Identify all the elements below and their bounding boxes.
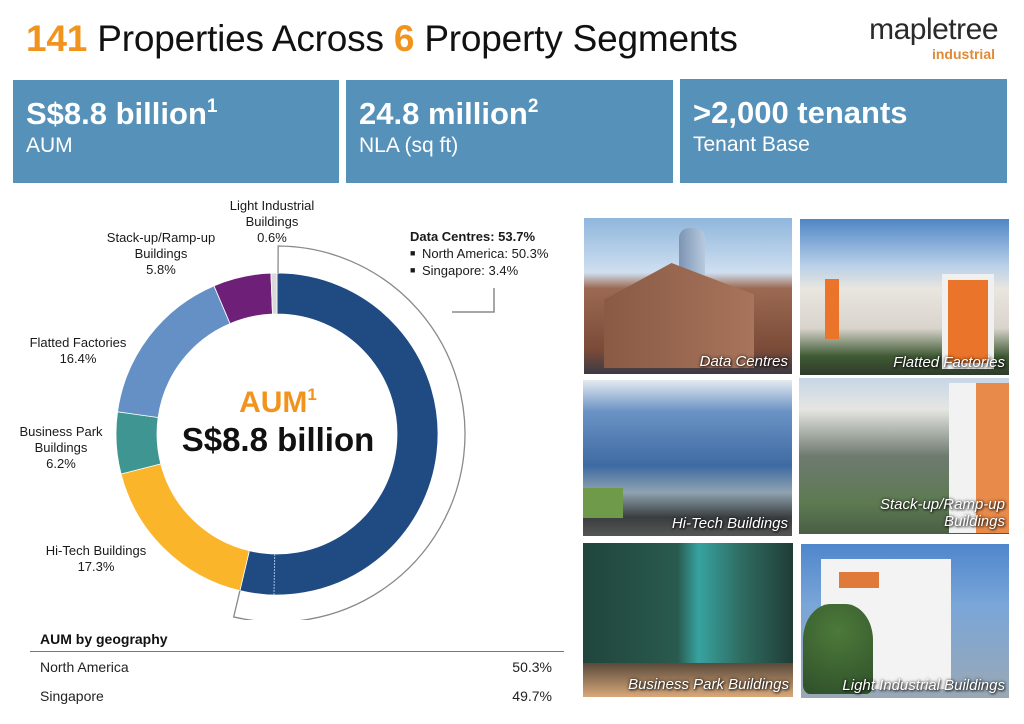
photo-caption: Light Industrial Buildings <box>842 677 1005 694</box>
callout-bracket-line <box>452 288 495 313</box>
stat-tenants: >2,000 tenants Tenant Base <box>680 79 1007 183</box>
center-title: AUM <box>239 386 308 419</box>
logo-sub-text: industrial <box>931 46 995 62</box>
photo-caption: Data Centres <box>699 353 788 370</box>
callout-item: ■ North America: 50.3% <box>410 245 548 262</box>
label-hitech: Hi-Tech Buildings 17.3% <box>36 543 156 575</box>
label-value: 0.6% <box>257 230 287 245</box>
row-name: North America <box>40 659 129 675</box>
label-value: 6.2% <box>46 456 76 471</box>
stat-label: AUM <box>26 134 73 157</box>
stat-aum: S$8.8 billion1 AUM <box>13 80 339 183</box>
center-value: S$8.8 billion <box>181 421 375 458</box>
ground-shape <box>583 663 793 697</box>
callout-heading: Data Centres: 53.7% <box>410 229 535 244</box>
label-line: Buildings <box>245 214 299 229</box>
callout-text: North America: 50.3% <box>422 246 549 261</box>
label-line: Buildings <box>34 440 88 455</box>
label-line: Light Industrial <box>229 198 315 213</box>
footnote-marker: 2 <box>527 96 539 117</box>
donut-segments <box>115 272 439 596</box>
stat-label: NLA (sq ft) <box>359 134 459 157</box>
label-line: Flatted Factories <box>29 335 127 350</box>
segment-count: 6 <box>393 18 415 59</box>
data-centre-callout-arc <box>232 245 466 620</box>
building-accent <box>839 572 879 588</box>
donut-center-label: AUM1 S$8.8 billion <box>176 386 380 460</box>
donut-segment-light-industrial-buildings <box>270 272 278 315</box>
donut-segment-business-park-buildings <box>115 411 162 475</box>
photo-hi-tech-buildings: Hi-Tech Buildings <box>583 380 792 536</box>
bullet-icon: ■ <box>410 248 416 258</box>
photo-stackup-buildings: Stack-up/Ramp-up Buildings <box>799 378 1009 534</box>
logo-main-text: mapletree <box>869 13 998 46</box>
page-title: 141 Properties Across 6 Property Segment… <box>26 16 738 62</box>
title-text: Property Segments <box>414 18 738 59</box>
footnote-marker: 1 <box>307 385 317 404</box>
label-line: Buildings <box>134 246 188 261</box>
bullet-icon: ■ <box>410 265 416 275</box>
donut-segment-data-centres <box>239 272 439 596</box>
label-line: Hi-Tech Buildings <box>45 543 147 558</box>
aum-by-geography-table: AUM by geography North America 50.3% Sin… <box>30 628 564 710</box>
label-value: 5.8% <box>146 262 176 277</box>
photo-caption: Flatted Factories <box>893 354 1005 371</box>
label-stackup: Stack-up/Ramp-up Buildings 5.8% <box>98 230 224 278</box>
footnote-marker: 1 <box>206 96 218 117</box>
mapletree-logo: mapletree industrial <box>848 13 998 63</box>
label-flatted-factories: Flatted Factories 16.4% <box>20 335 136 367</box>
building-shape <box>949 383 1009 533</box>
row-value: 50.3% <box>512 659 552 675</box>
stat-value: 24.8 million <box>359 96 528 131</box>
callout-item: ■ Singapore: 3.4% <box>410 262 548 279</box>
table-row: Singapore 49.7% <box>30 681 564 710</box>
label-line: Business Park <box>19 424 103 439</box>
photo-flatted-factories: Flatted Factories <box>800 219 1009 375</box>
stat-nla: 24.8 million2 NLA (sq ft) <box>346 80 673 183</box>
building-shape <box>825 279 839 339</box>
photo-business-park-buildings: Business Park Buildings <box>583 543 793 697</box>
row-value: 49.7% <box>512 688 552 704</box>
label-line: Stack-up/Ramp-up <box>106 230 216 245</box>
greenery-shape <box>583 488 623 518</box>
table-row: North America 50.3% <box>30 652 564 681</box>
callout-text: Singapore: 3.4% <box>422 263 519 278</box>
stat-value: >2,000 tenants <box>693 95 908 130</box>
aum-donut-chart <box>115 245 495 620</box>
photo-caption: Business Park Buildings <box>628 676 789 693</box>
stat-value: S$8.8 billion <box>26 96 207 131</box>
table-title: AUM by geography <box>30 628 564 652</box>
photo-caption: Hi-Tech Buildings <box>671 515 788 532</box>
row-name: Singapore <box>40 688 104 704</box>
data-centre-divider <box>273 553 276 595</box>
property-count: 141 <box>26 18 88 59</box>
photo-caption: Stack-up/Ramp-up Buildings <box>879 496 1005 530</box>
photo-light-industrial-buildings: Light Industrial Buildings <box>801 544 1009 698</box>
label-business-park: Business Park Buildings 6.2% <box>10 424 112 472</box>
label-light-industrial: Light Industrial Buildings 0.6% <box>220 198 324 246</box>
photo-data-centres: Data Centres <box>584 218 792 374</box>
data-centre-callout: Data Centres: 53.7% ■ North America: 50.3… <box>410 228 548 279</box>
stat-label: Tenant Base <box>693 133 810 156</box>
label-value: 16.4% <box>59 351 97 366</box>
label-value: 17.3% <box>77 559 115 574</box>
tree-shape <box>803 604 873 694</box>
building-shape <box>942 274 994 369</box>
title-text: Properties Across <box>87 18 394 59</box>
